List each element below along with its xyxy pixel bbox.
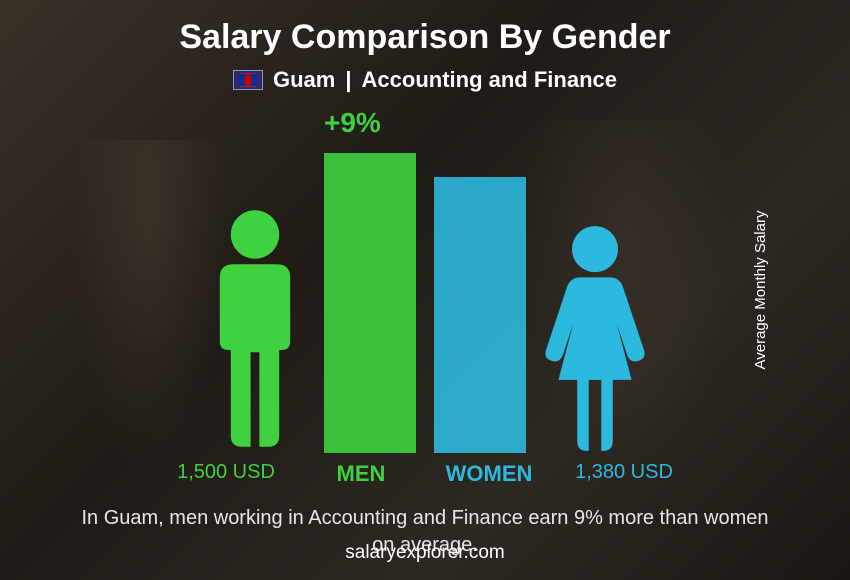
male-column bbox=[200, 113, 310, 453]
footer-source: salaryexplorer.com bbox=[0, 542, 850, 564]
male-bar-label: MEN bbox=[306, 461, 416, 487]
labels-row: 1,500 USD MEN WOMEN 1,380 USD bbox=[105, 453, 745, 487]
male-bar-wrap bbox=[324, 113, 416, 453]
percent-diff-label: +9% bbox=[324, 107, 381, 139]
subtitle-row: Guam | Accounting and Finance bbox=[233, 67, 617, 93]
male-person-icon bbox=[200, 203, 310, 453]
y-axis-label: Average Monthly Salary bbox=[752, 211, 769, 370]
infographic-container: Salary Comparison By Gender Guam | Accou… bbox=[0, 0, 850, 580]
category-text: Accounting and Finance bbox=[362, 67, 617, 93]
female-salary: 1,380 USD bbox=[544, 461, 704, 484]
female-column bbox=[540, 113, 650, 453]
male-salary: 1,500 USD bbox=[146, 461, 306, 484]
bar-group: +9% bbox=[324, 113, 526, 453]
location-text: Guam bbox=[273, 67, 335, 93]
chart-area: +9% bbox=[105, 113, 745, 453]
female-person-icon bbox=[540, 223, 650, 453]
separator: | bbox=[345, 67, 351, 93]
male-bar bbox=[324, 153, 416, 453]
guam-flag-icon bbox=[233, 70, 263, 90]
page-title: Salary Comparison By Gender bbox=[179, 18, 670, 57]
female-bar-wrap bbox=[434, 113, 526, 453]
female-bar bbox=[434, 177, 526, 453]
female-bar-label: WOMEN bbox=[434, 461, 544, 487]
